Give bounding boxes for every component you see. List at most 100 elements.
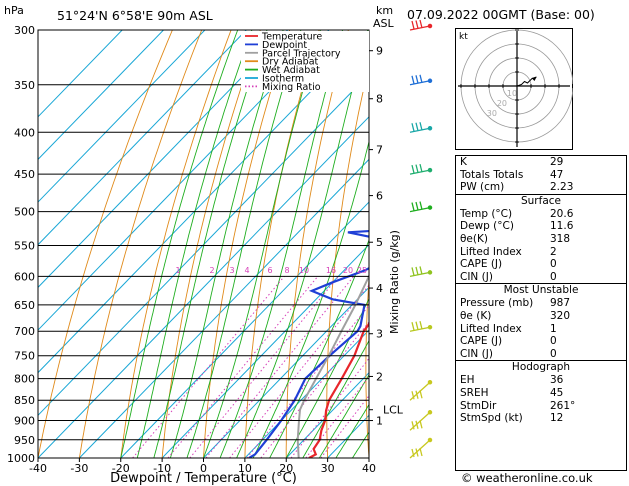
wet-adiabat-line bbox=[319, 373, 369, 458]
surface-label: Temp (°C) bbox=[460, 207, 513, 220]
legend-item-label: Dry Adiabat bbox=[262, 57, 319, 68]
mixing-ratio-label: 16 bbox=[326, 266, 336, 275]
most-unstable-row: CIN (J) 0 bbox=[456, 348, 626, 361]
most-unstable-row: Lifted Index 1 bbox=[456, 323, 626, 336]
km-tick-label: 3 bbox=[376, 328, 383, 341]
indices-most-unstable-section: Most Unstable Pressure (mb) 987 θe (K) 320 L… bbox=[456, 283, 626, 360]
most-unstable-label: CIN (J) bbox=[460, 347, 493, 360]
hodograph-ring-label: 30 bbox=[487, 109, 497, 118]
km-tick-label: 2 bbox=[376, 370, 383, 383]
copyright-label: © weatheronline.co.uk bbox=[461, 471, 593, 485]
most-unstable-label: θe (K) bbox=[460, 309, 492, 322]
wet-adiabat-line bbox=[302, 339, 369, 458]
parcel-trajectory-line bbox=[296, 273, 369, 458]
wet-adiabat-line bbox=[203, 30, 321, 458]
legend-item-label: Temperature bbox=[261, 32, 322, 43]
pressure-tick-label: 700 bbox=[14, 325, 35, 338]
mixing-ratio-label: 20 bbox=[343, 266, 353, 275]
wind-barb bbox=[409, 410, 433, 431]
hodograph-index-label: SREH bbox=[460, 386, 489, 399]
hodograph-index-row: EH 36 bbox=[456, 374, 626, 387]
km-tick-label: 9 bbox=[376, 45, 383, 58]
wind-barb bbox=[409, 74, 433, 86]
indices-hodograph-section: Hodograph EH 36 SREH 45 StmDir 261° StmSpd (kt… bbox=[456, 360, 626, 424]
pressure-tick-label: 350 bbox=[14, 79, 35, 92]
km-tick-label: 5 bbox=[376, 236, 383, 249]
hodograph-index-row: SREH 45 bbox=[456, 387, 626, 400]
x-axis-label: Dewpoint / Temperature (°C) bbox=[110, 471, 297, 486]
km-tick-label: 7 bbox=[376, 144, 383, 157]
mixing-ratio-label: 1 bbox=[175, 266, 180, 275]
hodograph-index-label: EH bbox=[460, 374, 475, 387]
mixing-ratio-label: 4 bbox=[244, 266, 249, 275]
indices-top-section: K 29 Totals Totals 47 PW (cm) 2.23 bbox=[456, 156, 626, 194]
isotherm-line bbox=[79, 158, 369, 458]
mixing-ratio-label: 10 bbox=[299, 266, 309, 275]
wind-barb bbox=[409, 379, 433, 401]
isotherm-line bbox=[244, 329, 369, 458]
x-tick-label: 20 bbox=[279, 462, 293, 475]
surface-label: θe(K) bbox=[460, 232, 488, 245]
pressure-tick-label: 800 bbox=[14, 373, 35, 386]
x-tick-label: -20 bbox=[112, 462, 130, 475]
isotherm-line bbox=[203, 286, 369, 458]
isotherm-line bbox=[285, 372, 369, 458]
x-tick-label: 0 bbox=[200, 462, 207, 475]
surface-value: 0 bbox=[550, 258, 557, 271]
wind-barb bbox=[409, 437, 433, 459]
x-tick-label: -10 bbox=[153, 462, 171, 475]
isotherm-line bbox=[38, 116, 369, 458]
surface-label: CAPE (J) bbox=[460, 258, 503, 271]
altitude-unit-asl: ASL bbox=[373, 17, 394, 30]
wet-adiabat-line bbox=[136, 30, 253, 458]
most-unstable-value: 0 bbox=[550, 347, 557, 360]
surface-row: Temp (°C) 20.6 bbox=[456, 208, 626, 221]
pressure-tick-label: 750 bbox=[14, 350, 35, 363]
most-unstable-row: Pressure (mb) 987 bbox=[456, 297, 626, 310]
most-unstable-value: 0 bbox=[550, 335, 557, 348]
surface-value: 318 bbox=[550, 232, 571, 245]
pressure-tick-label: 500 bbox=[14, 206, 35, 219]
hodograph-arrow bbox=[531, 77, 537, 81]
mixing-ratio-line bbox=[205, 276, 355, 458]
wind-barb bbox=[409, 266, 433, 278]
isotherm-line bbox=[38, 30, 369, 374]
most-unstable-label: CAPE (J) bbox=[460, 335, 503, 348]
surface-title: Surface bbox=[520, 194, 561, 207]
surface-value: 20.6 bbox=[550, 207, 574, 220]
index-value: 47 bbox=[550, 168, 564, 181]
wet-adiabat-line bbox=[335, 403, 369, 458]
x-tick-label: -40 bbox=[29, 462, 47, 475]
x-tick-label: 40 bbox=[362, 462, 376, 475]
surface-value: 0 bbox=[550, 270, 557, 283]
most-unstable-value: 320 bbox=[550, 309, 571, 322]
index-value: 2.23 bbox=[550, 181, 574, 194]
pressure-tick-label: 450 bbox=[14, 168, 35, 181]
isotherm-line bbox=[38, 30, 289, 289]
most-unstable-title: Most Unstable bbox=[503, 284, 579, 297]
x-tick-label: 10 bbox=[238, 462, 252, 475]
index-row: PW (cm) 2.23 bbox=[456, 181, 626, 194]
wind-barb bbox=[409, 201, 433, 213]
pressure-tick-label: 550 bbox=[14, 239, 35, 252]
dry-adiabat-line bbox=[404, 30, 437, 458]
x-tick-label: 30 bbox=[321, 462, 335, 475]
isotherm-line bbox=[161, 244, 369, 458]
hodograph-index-row: StmSpd (kt) 12 bbox=[456, 412, 626, 425]
isotherm-line bbox=[38, 30, 123, 118]
plot-frame bbox=[37, 29, 370, 459]
surface-label: Dewp (°C) bbox=[460, 220, 514, 233]
wind-barb bbox=[409, 321, 433, 332]
legend-item-label: Parcel Trajectory bbox=[262, 48, 341, 59]
km-tick-label: 6 bbox=[376, 190, 383, 203]
mixing-ratio-label: 6 bbox=[267, 266, 272, 275]
pressure-tick-label: 900 bbox=[14, 415, 35, 428]
mixing-ratio-label: 3 bbox=[229, 266, 234, 275]
surface-row: Lifted Index 2 bbox=[456, 246, 626, 259]
location-label: 51°24'N 6°58'E 90m ASL bbox=[57, 8, 213, 23]
mixing-ratio-label: 2 bbox=[209, 266, 214, 275]
wind-barb bbox=[409, 19, 433, 31]
legend-item-label: Isotherm bbox=[262, 74, 304, 85]
datetime-label: 07.09.2022 00GMT (Base: 00) bbox=[407, 7, 595, 22]
